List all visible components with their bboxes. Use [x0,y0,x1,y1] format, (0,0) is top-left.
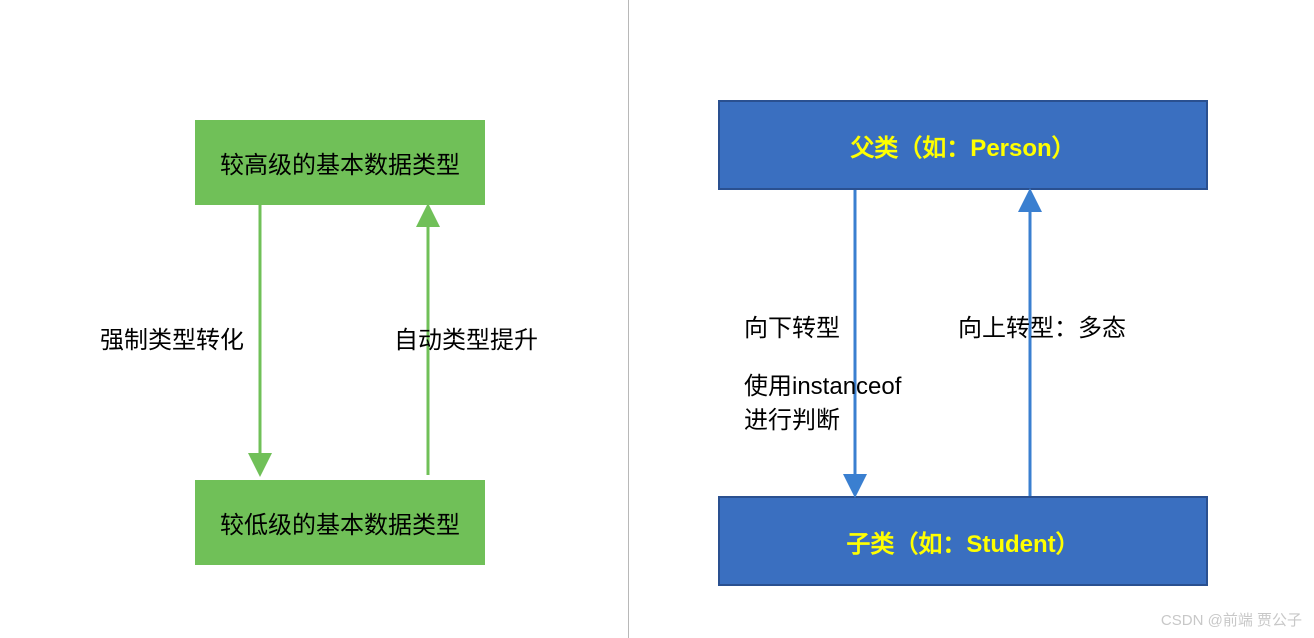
left-top-box: 较高级的基本数据类型 [195,120,485,205]
right-top-box: 父类（如：Person） [718,100,1208,190]
right-bottom-box-text: 子类（如：Student） [846,524,1079,559]
watermark: CSDN @前端 贾公子 [1161,609,1302,630]
left-label-auto: 自动类型提升 [394,320,538,355]
right-label-instanceof-line1: 使用instanceof [744,373,901,400]
right-label-instanceof: 使用instanceof 进行判断 [744,370,944,437]
right-bottom-box: 子类（如：Student） [718,496,1208,586]
left-arrow-down [254,205,274,480]
left-label-auto-text: 自动类型提升 [394,327,538,354]
right-top-box-text: 父类（如：Person） [850,128,1075,163]
left-bottom-box: 较低级的基本数据类型 [195,480,485,565]
left-bottom-box-text: 较低级的基本数据类型 [220,505,460,540]
right-label-upcast: 向上转型：多态 [958,308,1126,343]
right-arrow-up [1024,190,1044,500]
right-label-downcast-text: 向下转型 [744,315,840,342]
left-top-box-text: 较高级的基本数据类型 [220,145,460,180]
vertical-divider [628,0,629,638]
left-label-forced: 强制类型转化 [100,320,244,355]
right-label-upcast-text: 向上转型：多态 [958,315,1126,342]
right-label-downcast: 向下转型 [744,308,840,343]
watermark-text: CSDN @前端 贾公子 [1161,612,1302,629]
right-arrow-down [849,190,869,500]
left-label-forced-text: 强制类型转化 [100,327,244,354]
right-label-instanceof-line2: 进行判断 [744,407,840,434]
